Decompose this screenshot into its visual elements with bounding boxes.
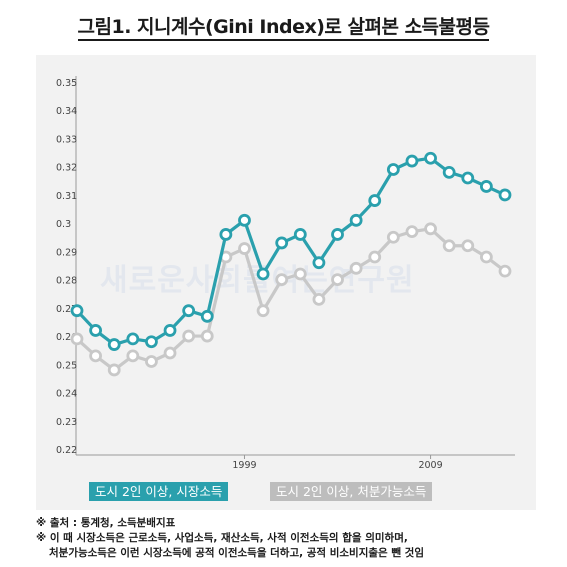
y-tick-label: 0.35 bbox=[56, 78, 77, 89]
data-point-disposable-income bbox=[126, 349, 140, 363]
data-point-disposable-income bbox=[200, 329, 214, 343]
data-point-disposable-income bbox=[498, 264, 512, 278]
data-point-disposable-income bbox=[442, 239, 456, 253]
data-point-market-income bbox=[256, 267, 270, 281]
x-tick-label: 2009 bbox=[418, 460, 442, 471]
y-tick-label: 0.27 bbox=[56, 304, 77, 315]
y-tick-label: 0.28 bbox=[56, 276, 77, 287]
data-point-market-income bbox=[200, 309, 214, 323]
data-point-market-income bbox=[293, 228, 307, 241]
data-point-disposable-income bbox=[238, 242, 251, 255]
data-point-disposable-income bbox=[145, 355, 158, 368]
y-tick-label: 0.33 bbox=[56, 134, 77, 145]
data-point-market-income bbox=[461, 171, 475, 185]
data-point-disposable-income bbox=[368, 250, 382, 264]
data-point-disposable-income bbox=[424, 222, 437, 236]
data-point-market-income bbox=[312, 256, 326, 270]
definition-note-line2: 처분가능소득은 이런 시장소득에 공적 이전소득을 더하고, 공적 비소비지출은… bbox=[49, 547, 424, 559]
data-point-disposable-income bbox=[70, 332, 84, 346]
data-point-market-income bbox=[182, 304, 196, 318]
data-point-market-income bbox=[89, 324, 103, 337]
definition-note-line1: ※ 이 때 시장소득은 근로소득, 사업소득, 재산소득, 사적 이전소득의 합… bbox=[36, 532, 408, 544]
data-point-disposable-income bbox=[461, 239, 475, 253]
data-point-disposable-income bbox=[312, 292, 326, 306]
y-tick-label: 0.26 bbox=[56, 332, 77, 343]
data-point-market-income bbox=[349, 213, 363, 227]
data-point-market-income bbox=[424, 151, 437, 165]
data-point-disposable-income bbox=[182, 329, 196, 343]
y-tick-label: 0.25 bbox=[56, 360, 77, 371]
data-point-market-income bbox=[145, 335, 158, 349]
data-point-disposable-income bbox=[163, 346, 177, 360]
data-point-disposable-income bbox=[275, 273, 289, 287]
y-tick-label: 0.31 bbox=[56, 191, 77, 202]
data-point-disposable-income bbox=[293, 267, 307, 281]
data-point-market-income bbox=[275, 236, 289, 250]
legend-market-income: 도시 2인 이상, 시장소득 bbox=[89, 482, 229, 501]
data-point-market-income bbox=[107, 338, 121, 351]
y-tick-label: 0.24 bbox=[56, 389, 77, 400]
data-point-disposable-income bbox=[405, 225, 419, 239]
data-point-disposable-income bbox=[479, 250, 493, 264]
data-point-disposable-income bbox=[89, 349, 103, 363]
data-point-market-income bbox=[219, 228, 233, 241]
data-point-market-income bbox=[479, 180, 493, 193]
data-point-disposable-income bbox=[107, 363, 121, 377]
footnotes: ※ 출처 : 통계청, 소득분배지표 ※ 이 때 시장소득은 근로소득, 사업소… bbox=[36, 516, 561, 561]
data-point-market-income bbox=[405, 154, 419, 168]
data-point-market-income bbox=[70, 304, 84, 318]
data-point-market-income bbox=[498, 188, 512, 202]
data-point-disposable-income bbox=[386, 230, 400, 244]
data-point-market-income bbox=[386, 163, 400, 176]
data-point-market-income bbox=[442, 165, 456, 179]
series-line-market-income bbox=[75, 156, 506, 347]
data-point-market-income bbox=[126, 332, 140, 346]
y-tick-label: 0.23 bbox=[56, 417, 77, 428]
y-tick-label: 0.3 bbox=[56, 219, 71, 230]
data-point-market-income bbox=[163, 324, 177, 337]
chart-title: 그림1. 지니계수(Gini Index)로 살펴본 소득불평등 bbox=[0, 12, 567, 41]
data-point-market-income bbox=[238, 213, 251, 227]
data-point-disposable-income bbox=[349, 261, 363, 275]
y-tick-label: 0.29 bbox=[56, 247, 77, 258]
source-note: ※ 출처 : 통계청, 소득분배지표 bbox=[36, 517, 176, 529]
x-tick-label: 1999 bbox=[232, 460, 256, 471]
y-tick-label: 0.34 bbox=[56, 106, 77, 117]
legend-disposable-income: 도시 2인 이상, 처분가능소득 bbox=[270, 482, 433, 501]
data-point-disposable-income bbox=[256, 304, 270, 318]
series-line-disposable-income bbox=[75, 227, 506, 372]
y-tick-label: 0.22 bbox=[56, 445, 77, 456]
data-point-disposable-income bbox=[331, 273, 344, 287]
y-tick-label: 0.32 bbox=[56, 163, 77, 174]
data-point-market-income bbox=[331, 228, 344, 241]
data-point-market-income bbox=[368, 194, 382, 207]
